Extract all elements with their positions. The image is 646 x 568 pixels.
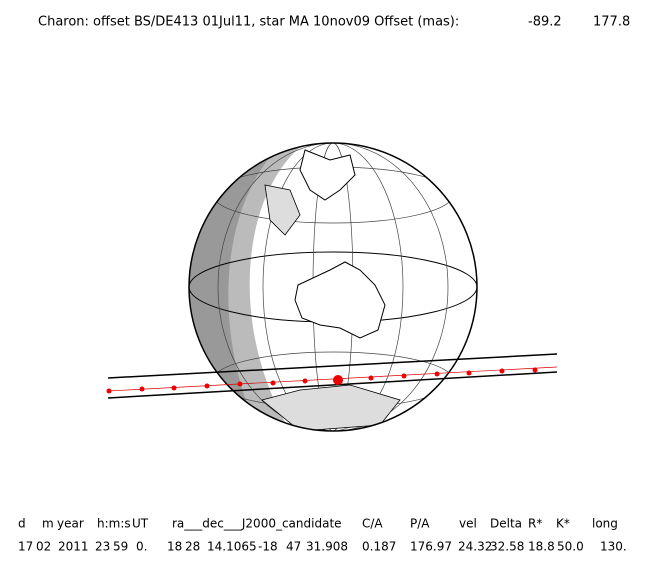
column-header: ra___dec___J2000_candidate [172, 517, 342, 531]
table-cell: 24.32 [458, 540, 492, 554]
table-cell: -18 [258, 540, 278, 554]
title: Charon: offset BS/DE413 01Jul11, star MA… [38, 15, 459, 30]
column-header: Delta [490, 517, 522, 531]
table-cell: 50.0 [557, 540, 584, 554]
table-cell: 59 [113, 540, 128, 554]
column-header: vel [459, 517, 477, 531]
table-cell: 0. [136, 540, 147, 554]
table-cell: 176.97 [410, 540, 452, 554]
column-header: d [18, 517, 26, 531]
table-cell: 17 [18, 540, 33, 554]
table-cell: 14.1065 [207, 540, 257, 554]
column-header: K* [556, 517, 570, 531]
table-cell: 28 [185, 540, 200, 554]
column-header: C/A [362, 517, 383, 531]
globe [188, 142, 478, 432]
column-header: R* [528, 517, 542, 531]
shadow-path [106, 353, 558, 399]
column-header: year [57, 517, 84, 531]
column-header: m [42, 517, 54, 531]
table-cell: 31.908 [306, 540, 348, 554]
table-cell: 0.187 [362, 540, 396, 554]
table-cell: 2011 [58, 540, 89, 554]
offset-x: -89.2 [528, 15, 562, 30]
table-cell: 18 [167, 540, 182, 554]
column-header: UT [132, 517, 149, 531]
table-cell: 18.8 [528, 540, 555, 554]
column-header: long [592, 517, 618, 531]
table-cell: 32.58 [490, 540, 524, 554]
table-cell: 130. [600, 540, 627, 554]
table-cell: 47 [286, 540, 301, 554]
column-header: h:m:s [97, 517, 131, 531]
offset-y: 177.8 [593, 15, 630, 30]
table-cell: 02 [36, 540, 51, 554]
table-cell: 23 [95, 540, 110, 554]
column-header: P/A [410, 517, 430, 531]
table: d m year h:m:s UT ra___dec___J2000_candidate C… [18, 517, 627, 554]
